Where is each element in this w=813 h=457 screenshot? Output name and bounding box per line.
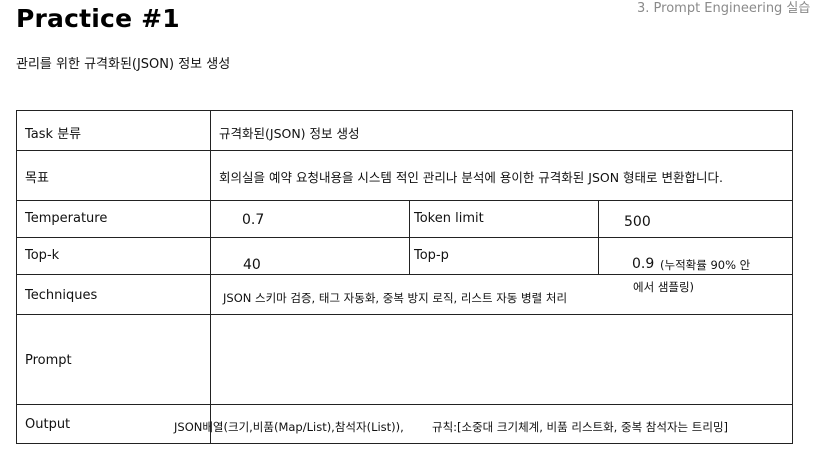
- temperature-label: Temperature: [25, 211, 108, 226]
- prompt-label: Prompt: [25, 353, 72, 368]
- output-label: Output: [25, 417, 71, 432]
- row-divider: [17, 200, 792, 201]
- techniques-value: JSON 스키마 검증, 태그 자동화, 중복 방지 로직, 리스트 자동 병렬…: [223, 291, 568, 305]
- row-divider: [17, 404, 792, 405]
- topk-value: 40: [243, 257, 261, 273]
- page-subtitle: 관리를 위한 규격화된(JSON) 정보 생성: [16, 57, 231, 72]
- col-divider: [210, 111, 211, 443]
- row-divider: [17, 274, 792, 275]
- topp-value: 0.9: [632, 256, 655, 272]
- output-value-a: JSON배열(크기,비품(Map/List),참석자(List)),: [174, 420, 404, 434]
- topk-label: Top-k: [25, 248, 60, 263]
- col-divider: [598, 200, 599, 274]
- row-divider: [17, 150, 792, 151]
- temperature-value: 0.7: [242, 212, 265, 228]
- task-label: Task 분류: [25, 127, 82, 142]
- techniques-label: Techniques: [25, 288, 98, 303]
- page-title: Practice #1: [16, 4, 180, 33]
- token-limit-value: 500: [624, 214, 651, 230]
- topp-label: Top-p: [414, 248, 449, 263]
- row-divider: [17, 237, 792, 238]
- row-divider: [17, 314, 792, 315]
- spec-table: Task 분류 규격화된(JSON) 정보 생성 목표 회의실을 예약 요청내용…: [16, 110, 793, 444]
- token-limit-label: Token limit: [414, 211, 484, 226]
- goal-label: 목표: [25, 171, 49, 186]
- topp-note-cont: 에서 샘플링): [633, 280, 695, 294]
- section-header: 3. Prompt Engineering 실습: [637, 1, 811, 16]
- task-value: 규격화된(JSON) 정보 생성: [219, 126, 360, 141]
- topp-note: (누적확률 90% 안: [660, 258, 751, 272]
- col-divider: [409, 200, 410, 274]
- goal-value: 회의실을 예약 요청내용을 시스템 적인 관리나 분석에 용이한 규격화된 JS…: [219, 170, 723, 185]
- output-value-b: 규칙:[소중대 크기체계, 비품 리스트화, 중복 참석자는 트리밍]: [432, 420, 729, 434]
